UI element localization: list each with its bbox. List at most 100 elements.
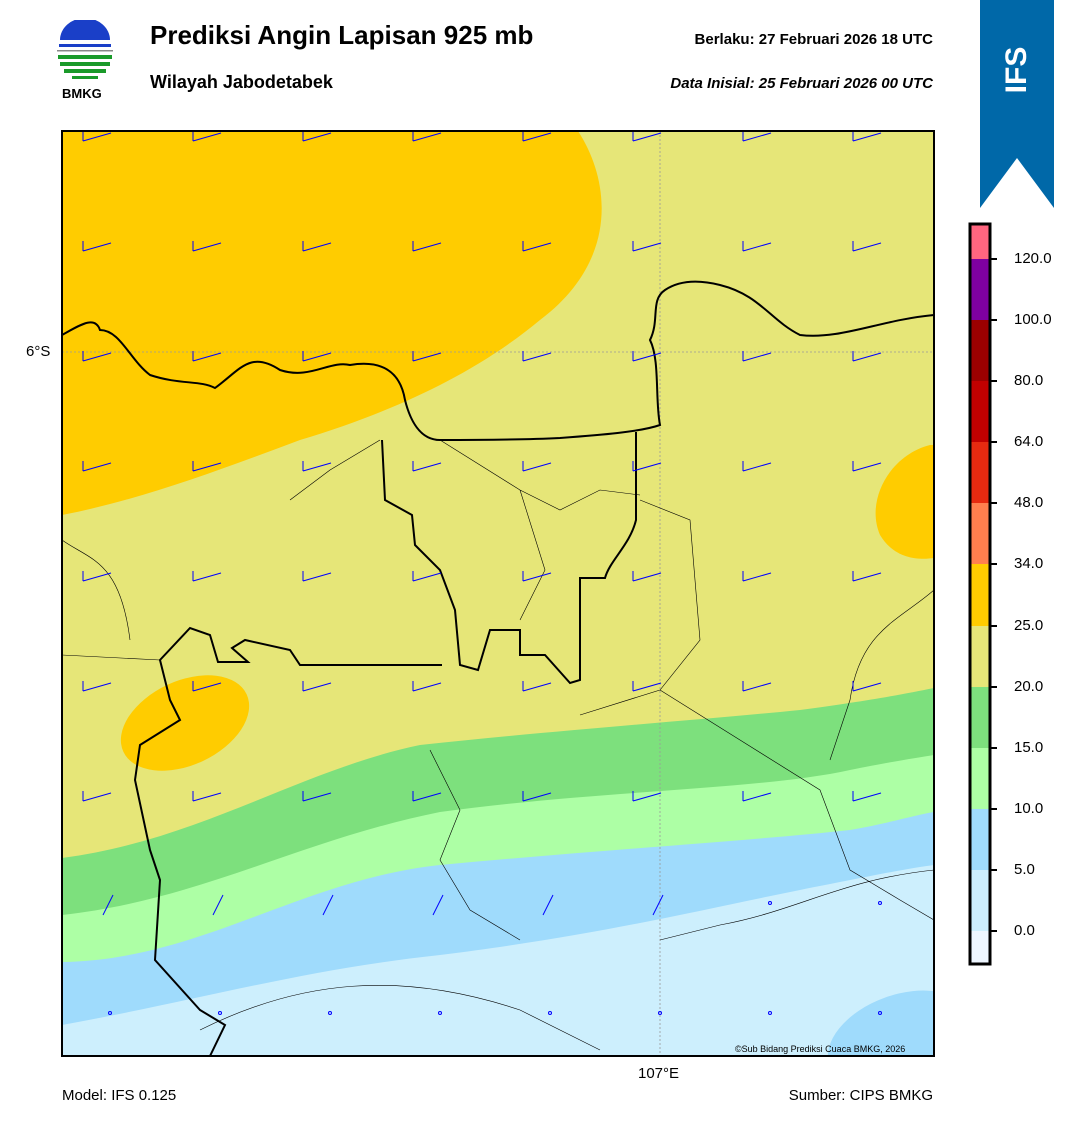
wind-barb bbox=[852, 791, 882, 802]
wind-barb bbox=[412, 461, 442, 472]
wind-barb bbox=[632, 791, 662, 802]
colorbar-segment bbox=[970, 564, 990, 626]
wind-barb bbox=[302, 131, 332, 142]
band-5-10-southeast bbox=[827, 990, 934, 1056]
wind-barb bbox=[412, 131, 442, 142]
band-0-5 bbox=[62, 865, 934, 1056]
colorbar-segment bbox=[970, 626, 990, 687]
band-25-34-east bbox=[875, 445, 934, 559]
wind-barb bbox=[302, 461, 332, 472]
colorbar-segment bbox=[970, 809, 990, 870]
wind-barb bbox=[432, 894, 444, 916]
wind-barb bbox=[322, 894, 334, 916]
page-title: Prediksi Angin Lapisan 925 mb bbox=[150, 20, 534, 50]
colorbar-segment bbox=[970, 931, 990, 964]
wind-barb bbox=[192, 351, 222, 362]
wind-barb bbox=[632, 461, 662, 472]
wind-barb bbox=[522, 681, 552, 692]
lon-label: 107°E bbox=[638, 1065, 680, 1082]
wind-barb bbox=[82, 681, 112, 692]
colorbar-segment bbox=[970, 381, 990, 442]
source-info: Sumber: CIPS BMKG bbox=[788, 1087, 933, 1104]
colorbar-segment bbox=[970, 442, 990, 503]
wind-barb bbox=[852, 461, 882, 472]
wind-barb bbox=[852, 241, 882, 252]
wind-barb bbox=[742, 681, 772, 692]
wind-barb bbox=[632, 681, 662, 692]
wind-barb bbox=[632, 241, 662, 252]
model-info: Model: IFS 0.125 bbox=[62, 1087, 177, 1104]
wind-barb bbox=[192, 681, 222, 692]
colorbar-segment bbox=[970, 748, 990, 809]
bmkg-logo bbox=[57, 20, 113, 79]
wind-barb bbox=[302, 241, 332, 252]
calm-wind-marker bbox=[328, 1011, 332, 1015]
wind-barb bbox=[522, 131, 552, 142]
colorbar-segment bbox=[970, 320, 990, 381]
map-frame bbox=[61, 130, 935, 1057]
colorbar-segment bbox=[970, 503, 990, 564]
wind-barb bbox=[82, 351, 112, 362]
coastline bbox=[62, 280, 934, 442]
wind-barb bbox=[742, 131, 772, 142]
colorbar-tick-label: 100.0 bbox=[1014, 311, 1052, 328]
wind-barb bbox=[302, 791, 332, 802]
colorbar bbox=[968, 222, 997, 966]
calm-wind-marker bbox=[218, 1011, 222, 1015]
colorbar-tick-label: 20.0 bbox=[1014, 678, 1044, 695]
wind-barb bbox=[542, 894, 554, 916]
wind-barb bbox=[192, 571, 222, 582]
wind-barb bbox=[82, 571, 112, 582]
wind-barb bbox=[522, 241, 552, 252]
province-boundary bbox=[133, 432, 637, 1056]
wind-barb bbox=[82, 241, 112, 252]
calm-wind-marker bbox=[768, 901, 772, 905]
wind-barb bbox=[522, 351, 552, 362]
colorbar-tick-label: 5.0 bbox=[1014, 861, 1035, 878]
colorbar-tick-label: 10.0 bbox=[1014, 800, 1044, 817]
wind-barb bbox=[412, 571, 442, 582]
wind-barb bbox=[192, 131, 222, 142]
colorbar-segment bbox=[970, 224, 990, 259]
wind-barb bbox=[82, 791, 112, 802]
calm-wind-marker bbox=[658, 1011, 662, 1015]
logo-text: BMKG bbox=[62, 86, 102, 101]
wind-barb bbox=[742, 791, 772, 802]
wind-barb bbox=[212, 894, 224, 916]
band-25-34-west bbox=[120, 675, 250, 771]
wind-barb bbox=[412, 241, 442, 252]
ifs-badge bbox=[980, 0, 1054, 208]
colorbar-tick-label: 120.0 bbox=[1014, 250, 1052, 267]
wind-barb bbox=[82, 461, 112, 472]
colorbar-tick-label: 25.0 bbox=[1014, 617, 1044, 634]
wind-barbs bbox=[82, 131, 882, 1015]
wind-barb bbox=[852, 571, 882, 582]
wind-barb bbox=[412, 351, 442, 362]
wind-barb bbox=[102, 894, 114, 916]
wind-barb bbox=[852, 681, 882, 692]
colorbar-segment bbox=[970, 259, 990, 320]
wind-barb bbox=[742, 351, 772, 362]
colorbar-tick-label: 34.0 bbox=[1014, 555, 1044, 572]
colorbar-tick-label: 64.0 bbox=[1014, 433, 1044, 450]
region-subtitle: Wilayah Jabodetabek bbox=[150, 72, 333, 92]
wind-barb bbox=[82, 131, 112, 142]
wind-barb bbox=[652, 894, 664, 916]
calm-wind-marker bbox=[438, 1011, 442, 1015]
colorbar-tick-label: 48.0 bbox=[1014, 494, 1044, 511]
wind-barb bbox=[192, 461, 222, 472]
wind-barb bbox=[852, 351, 882, 362]
wind-barb bbox=[852, 131, 882, 142]
wind-barb bbox=[522, 571, 552, 582]
wind-barb bbox=[302, 571, 332, 582]
wind-barb bbox=[412, 681, 442, 692]
wind-barb bbox=[302, 681, 332, 692]
lat-label: 6°S bbox=[26, 343, 51, 360]
wind-barb bbox=[632, 571, 662, 582]
wind-barb bbox=[742, 241, 772, 252]
colorbar-tick-label: 15.0 bbox=[1014, 739, 1044, 756]
wind-barb bbox=[522, 461, 552, 472]
calm-wind-marker bbox=[878, 1011, 882, 1015]
